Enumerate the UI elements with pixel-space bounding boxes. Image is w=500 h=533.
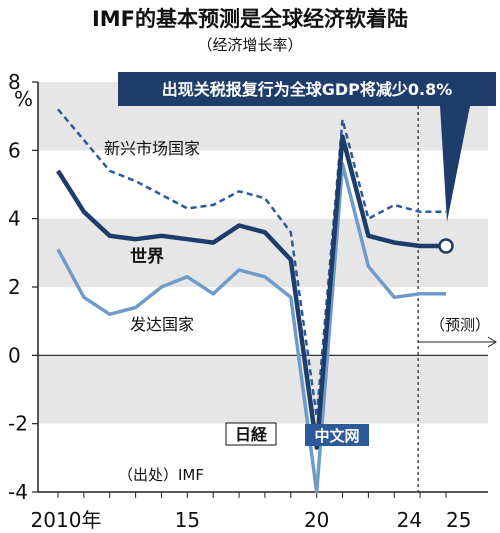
watermark-text-box bbox=[305, 424, 369, 446]
x-tick-label: 2010年 bbox=[31, 508, 102, 532]
x-tick-label: 25 bbox=[446, 508, 471, 532]
background-bands bbox=[38, 82, 488, 424]
y-tick-label: 4 bbox=[8, 207, 21, 231]
series-line-dashed bbox=[57, 108, 446, 419]
watermark-logo-box bbox=[225, 422, 277, 446]
series-line-solid bbox=[56, 162, 446, 494]
series-label-world: 世界 bbox=[130, 247, 164, 267]
series-label-advanced: 发达国家 bbox=[130, 315, 194, 334]
y-tick-labels: 8 6 4 2 0 -2 -4 bbox=[8, 70, 38, 504]
y-tick-label: -2 bbox=[8, 412, 28, 436]
y-tick-label: 6 bbox=[8, 138, 21, 162]
x-tick-label: 15 bbox=[175, 508, 200, 532]
callout-pointer bbox=[440, 106, 470, 222]
series-label-emerging: 新兴市场国家 bbox=[104, 139, 200, 158]
world-end-marker bbox=[438, 238, 454, 254]
y-tick-label: -4 bbox=[8, 480, 28, 504]
watermark-text: 中文网 bbox=[314, 427, 359, 445]
x-tick-labels: 2010年 15 20 24 25 bbox=[31, 492, 471, 532]
forecast-arrow-head bbox=[487, 336, 497, 348]
x-tick-label: 24 bbox=[397, 508, 422, 532]
forecast-marker bbox=[417, 100, 497, 492]
x-tick-label: 20 bbox=[304, 508, 329, 532]
series-lines bbox=[56, 108, 454, 494]
y-tick-label: 0 bbox=[8, 343, 21, 367]
chart-subtitle: （经济增长率） bbox=[197, 36, 302, 54]
callout-box bbox=[118, 72, 496, 106]
band-2 bbox=[38, 355, 488, 424]
callout: 出现关税报复行为全球GDP将减少0.8% bbox=[118, 72, 496, 222]
y-tick-label: 2 bbox=[8, 275, 21, 299]
forecast-label: （预测） bbox=[430, 316, 490, 334]
source-note: （出处）IMF bbox=[118, 466, 204, 484]
callout-text: 出现关税报复行为全球GDP将减少0.8% bbox=[162, 80, 453, 99]
chart-title: IMF的基本预测是全球经济软着陆 bbox=[92, 7, 408, 31]
watermark-logo: 日経 bbox=[235, 425, 268, 444]
watermark: 日経 中文网 bbox=[225, 422, 369, 446]
series-line-solid-bold bbox=[56, 134, 446, 450]
y-unit-label: % bbox=[14, 87, 33, 111]
y-tick-label: 8 bbox=[8, 70, 21, 94]
